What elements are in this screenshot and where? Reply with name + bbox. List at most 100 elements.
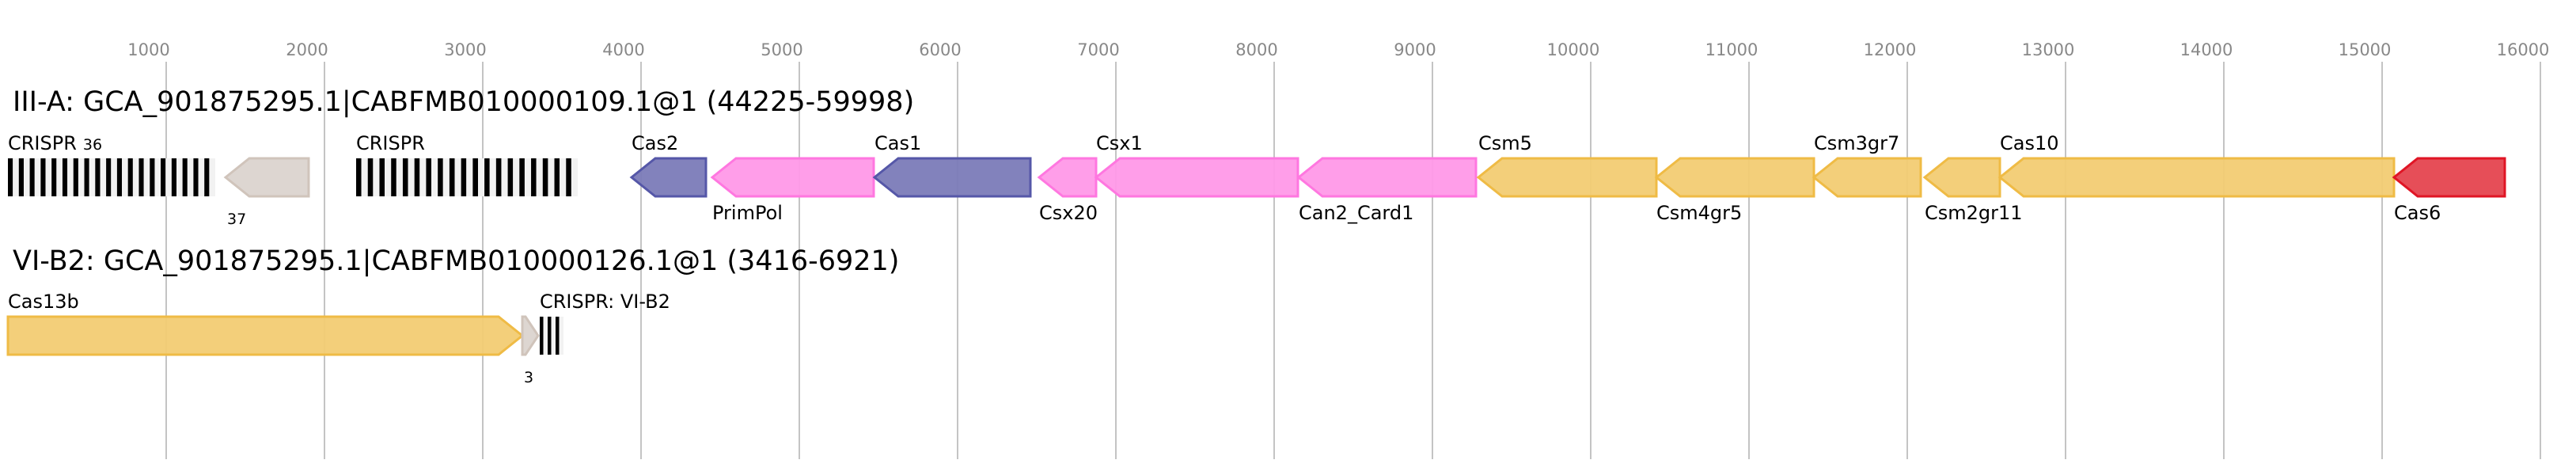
gene-arrow-csm2gr11[interactable]	[1922, 157, 2001, 198]
crispr-spacer	[431, 158, 438, 196]
crispr-spacer	[543, 317, 548, 355]
gene-arrow-csx20[interactable]	[1037, 157, 1098, 198]
crispr-repeat	[18, 158, 24, 196]
axis-tick-label: 1000	[127, 40, 169, 59]
crispr-repeat	[116, 158, 123, 196]
count-label: 36	[83, 136, 102, 154]
crispr-repeat	[426, 158, 432, 196]
axis-tick-label: 4000	[602, 40, 644, 59]
crispr-repeat	[449, 158, 455, 196]
crispr-spacer	[13, 158, 19, 196]
axis-tick-label: 5000	[761, 40, 802, 59]
feature-label: CRISPR	[356, 132, 425, 154]
crispr-repeat	[556, 317, 560, 355]
crispr-repeat	[51, 158, 57, 196]
crispr-spacer	[45, 158, 52, 196]
axis-tick-label: 6000	[919, 40, 961, 59]
locus-title-1: III-A: GCA_901875295.1|CABFMB010000109.1…	[13, 86, 914, 118]
crispr-repeat	[554, 158, 560, 196]
crispr-spacer	[560, 158, 567, 196]
crispr-spacer	[536, 158, 543, 196]
gene-arrow-cas13b[interactable]	[6, 315, 525, 356]
feature-label: CRISPR	[8, 132, 77, 154]
feature-label: Csm2gr11	[1925, 202, 2023, 224]
position-axis: 1000 2000 3000 4000 5000 6000 7000 8000 9000 1000…	[127, 40, 2549, 459]
crispr-repeat	[472, 158, 478, 196]
gene-arrow-cas10[interactable]	[1997, 157, 2396, 198]
gene-arrow-cas6[interactable]	[2392, 157, 2506, 198]
axis-tick-label: 2000	[286, 40, 328, 59]
crispr-spacer	[122, 158, 128, 196]
crispr-array	[8, 158, 215, 196]
gene-arrow-cas2[interactable]	[629, 157, 708, 198]
crispr-spacer	[198, 158, 205, 196]
gene-arrow[interactable]	[223, 157, 310, 198]
crispr-spacer	[209, 158, 215, 196]
crispr-repeat	[40, 158, 46, 196]
axis-tick-label: 7000	[1077, 40, 1119, 59]
feature-label: Csx20	[1039, 202, 1098, 224]
crispr-spacer	[100, 158, 107, 196]
crispr-repeat	[507, 158, 514, 196]
crispr-array	[540, 317, 563, 355]
axis-tick-label: 14000	[2180, 40, 2233, 59]
crispr-spacer	[408, 158, 415, 196]
crispr-spacer	[513, 158, 520, 196]
crispr-repeat	[367, 158, 374, 196]
crispr-array	[356, 158, 578, 196]
crispr-repeat	[438, 158, 443, 196]
crispr-repeat	[414, 158, 420, 196]
crispr-spacer	[154, 158, 161, 196]
crispr-spacer	[78, 158, 85, 196]
axis-tick-label: 10000	[1547, 40, 1600, 59]
feature-label: PrimPol	[712, 202, 783, 224]
crispr-spacer	[176, 158, 183, 196]
crispr-repeat	[391, 158, 396, 196]
crispr-repeat	[461, 158, 467, 196]
crispr-repeat	[182, 158, 188, 196]
crispr-spacer	[34, 158, 41, 196]
feature-label: Can2_Card1	[1299, 202, 1413, 224]
gene-arrow-csm5[interactable]	[1476, 157, 1658, 198]
crispr-repeat	[379, 158, 385, 196]
gene-arrow-can2_card1[interactable]	[1296, 157, 1478, 198]
crispr-spacer	[419, 158, 427, 196]
crispr-spacer	[489, 158, 496, 196]
axis-tick-label: 11000	[1705, 40, 1758, 59]
crispr-spacer	[67, 158, 74, 196]
feature-label: Cas10	[2000, 132, 2059, 154]
crispr-repeat	[566, 158, 571, 196]
crispr-spacer	[111, 158, 117, 196]
crispr-repeat	[519, 158, 525, 196]
crispr-repeat	[402, 158, 408, 196]
crispr-repeat	[150, 158, 155, 196]
crispr-spacer	[548, 158, 555, 196]
crispr-spacer	[56, 158, 63, 196]
crispr-spacer	[23, 158, 30, 196]
gene-arrow-cas1[interactable]	[872, 157, 1032, 198]
crispr-spacer	[361, 158, 368, 196]
crispr-spacer	[454, 158, 461, 196]
gene-arrow-csx1[interactable]	[1094, 157, 1299, 198]
feature-label: Csx1	[1096, 132, 1143, 154]
crispr-repeat	[95, 158, 101, 196]
gene-arrow[interactable]	[521, 315, 540, 356]
feature-label: Csm4gr5	[1656, 202, 1742, 224]
crispr-spacer	[89, 158, 96, 196]
gene-arrow-csm3gr7[interactable]	[1812, 157, 1922, 198]
crispr-spacer	[501, 158, 508, 196]
feature-label: Cas6	[2394, 202, 2441, 224]
axis-tick-label: 3000	[444, 40, 486, 59]
crispr-repeat	[161, 158, 166, 196]
axis-tick-label: 8000	[1235, 40, 1277, 59]
axis-tick-label: 16000	[2497, 40, 2550, 59]
crispr-repeat	[8, 158, 13, 196]
gene-arrow-csm4gr5[interactable]	[1654, 157, 1815, 198]
feature-label: Cas1	[874, 132, 921, 154]
gene-arrow-primpol[interactable]	[710, 157, 875, 198]
crispr-repeat	[540, 317, 544, 355]
crispr-repeat	[542, 158, 548, 196]
crispr-repeat	[548, 317, 552, 355]
crispr-spacer	[478, 158, 485, 196]
